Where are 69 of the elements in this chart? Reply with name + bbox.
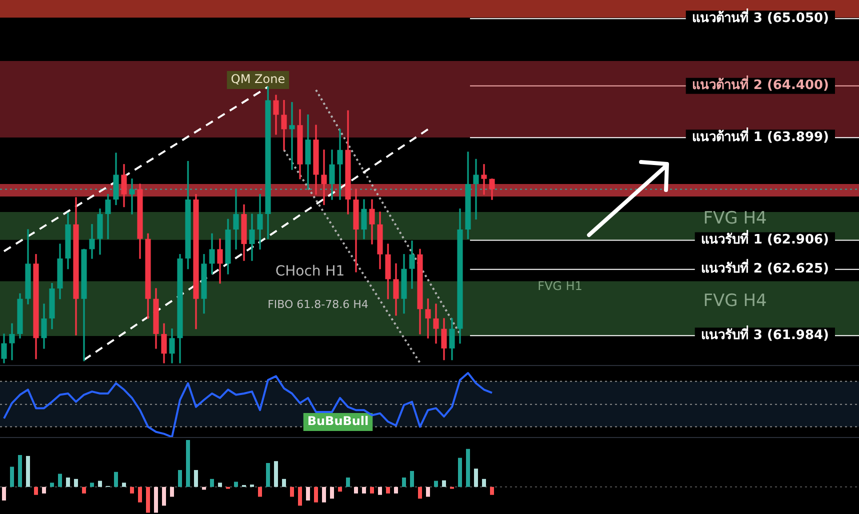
bar	[2, 486, 6, 501]
bar	[330, 486, 334, 499]
band-label: FVG H4	[703, 208, 767, 228]
bar	[314, 486, 318, 502]
bar	[274, 461, 278, 487]
annotation: BuBuBull	[307, 414, 369, 428]
bar	[338, 486, 342, 492]
bar	[482, 478, 486, 487]
bar	[306, 486, 310, 501]
bar	[154, 486, 158, 513]
ref-line-label: แนวต้านที่ 3 (65.050)	[692, 8, 829, 26]
bar	[66, 478, 70, 487]
bar	[266, 462, 270, 487]
annotation: QM Zone	[230, 72, 286, 86]
bar	[50, 482, 54, 487]
text: FVG H1	[538, 279, 582, 294]
bar	[130, 486, 134, 494]
bar	[402, 478, 406, 487]
bar	[370, 486, 374, 494]
bar	[362, 486, 366, 494]
bar	[298, 486, 302, 506]
bar	[442, 480, 446, 487]
ref-line-label: แนวรับที่ 3 (61.984)	[700, 325, 829, 344]
bar	[394, 486, 398, 494]
bar	[418, 486, 422, 499]
ref-line-label: แนวต้านที่ 1 (63.899)	[692, 127, 829, 145]
bar	[58, 474, 62, 487]
bar	[386, 486, 390, 494]
bar	[138, 486, 142, 502]
bar	[258, 486, 262, 497]
bar	[434, 480, 438, 487]
band-label: FVG H4	[703, 291, 767, 312]
bar	[74, 478, 78, 487]
annotation: CHoch H1	[275, 264, 345, 280]
bar	[122, 482, 126, 487]
bar	[146, 486, 150, 513]
bar	[170, 486, 174, 497]
bar	[346, 478, 350, 487]
bar	[474, 468, 478, 487]
bar	[218, 482, 222, 487]
ref-line-label: แนวรับที่ 2 (62.625)	[700, 258, 829, 277]
bar	[42, 486, 46, 494]
ref-line-label: แนวต้านที่ 2 (64.400)	[692, 75, 829, 94]
bar	[490, 486, 494, 495]
annotation: FIBO 61.8-78.6 H4	[268, 298, 368, 311]
ref-line-label: แนวรับที่ 1 (62.906)	[700, 230, 829, 248]
bar	[378, 486, 382, 495]
bar	[194, 470, 198, 487]
bar	[82, 486, 86, 494]
bar	[234, 482, 238, 487]
bar	[458, 458, 462, 487]
bar	[186, 440, 190, 487]
bar	[282, 478, 286, 487]
bar	[178, 470, 182, 487]
bar	[162, 486, 166, 506]
bar	[34, 486, 38, 495]
bar	[410, 470, 414, 487]
bar	[210, 478, 214, 487]
bar	[10, 466, 14, 487]
bar	[98, 480, 102, 487]
bar	[290, 486, 294, 497]
bar	[18, 455, 22, 487]
bar	[90, 482, 94, 487]
bar	[466, 448, 470, 487]
bar	[26, 456, 30, 487]
bar	[426, 486, 430, 497]
bar	[354, 486, 358, 494]
bar	[322, 486, 326, 502]
bar	[114, 472, 118, 487]
